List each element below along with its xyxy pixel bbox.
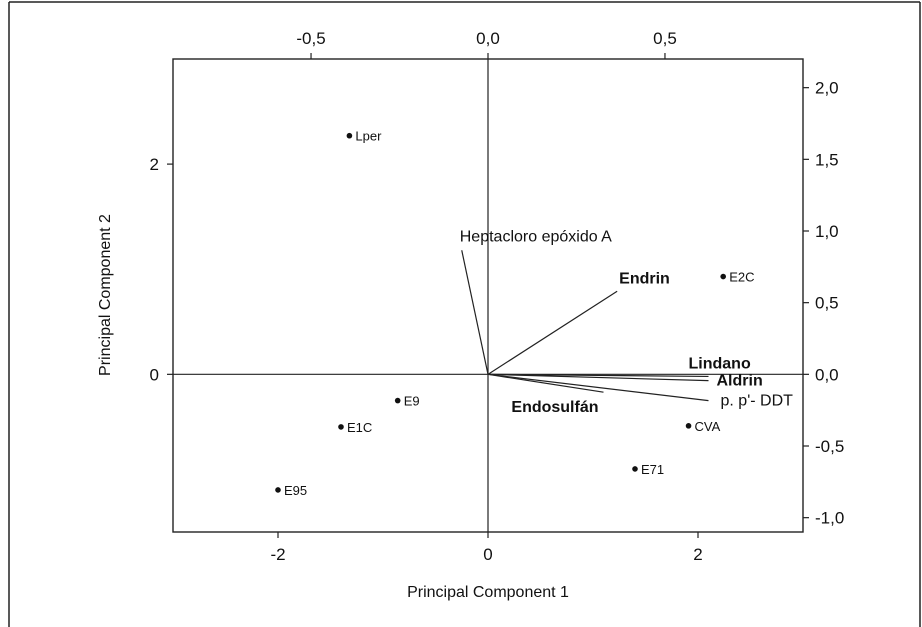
- right-tick-label: 0,5: [815, 294, 839, 313]
- loading-vector: [487, 373, 604, 393]
- sample-point: [632, 466, 638, 472]
- right-tick-label: 0,0: [815, 365, 839, 384]
- loading-vector: [487, 373, 709, 402]
- loading-label: Endosulfán: [511, 399, 598, 416]
- loading-vector: [487, 290, 618, 375]
- loading-vector: [487, 373, 709, 378]
- right-tick-label: 1,0: [815, 222, 839, 241]
- right-tick-label: 1,5: [815, 150, 839, 169]
- sample-point-label: E1C: [347, 420, 372, 435]
- sample-point-label: E9: [404, 394, 420, 409]
- sample-point-label: E2C: [729, 270, 754, 285]
- sample-point: [685, 423, 692, 429]
- loading-vector: [461, 250, 489, 375]
- right-tick-label: -1,0: [815, 509, 844, 528]
- sample-point: [338, 424, 344, 430]
- sample-point: [720, 273, 726, 280]
- sample-point: [394, 397, 401, 404]
- top-tick-label: 0,5: [653, 29, 677, 48]
- right-tick-label: -0,5: [815, 437, 844, 456]
- loading-vector: [487, 373, 709, 382]
- loading-label: Endrin: [619, 270, 670, 287]
- sample-point-label: E95: [284, 483, 307, 498]
- sample-point-label: CVA: [695, 419, 721, 434]
- right-tick-label: 2,0: [815, 79, 839, 98]
- sample-point: [275, 487, 281, 493]
- loading-label: Aldrin: [717, 373, 763, 390]
- loading-label: p. p'- DDT: [721, 393, 794, 410]
- x-tick-label: 0: [483, 545, 492, 564]
- sample-point: [346, 132, 353, 139]
- y-tick-label: 2: [150, 155, 159, 174]
- loading-label: Lindano: [689, 355, 751, 372]
- top-tick-label: 0,0: [476, 29, 500, 48]
- x-axis-title: Principal Component 1: [407, 584, 569, 601]
- y-axis-title: Principal Component 2: [97, 214, 114, 376]
- sample-point-label: E71: [641, 462, 664, 477]
- loading-label: Heptacloro epóxido A: [460, 228, 612, 245]
- top-tick-label: -0,5: [296, 29, 325, 48]
- x-tick-label: -2: [270, 545, 285, 564]
- sample-point-label: Lper: [355, 129, 382, 144]
- x-tick-label: 2: [693, 545, 702, 564]
- y-tick-label: 0: [150, 365, 159, 384]
